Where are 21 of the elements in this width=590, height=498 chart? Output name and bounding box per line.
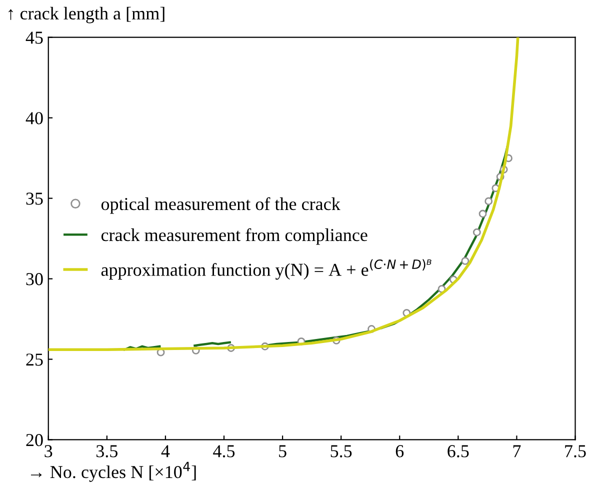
x-tick-label: 6.5 — [448, 445, 469, 458]
y-tick-label: 25 — [26, 354, 43, 366]
x-tick-label: 7 — [513, 445, 521, 458]
y-tick-label: 40 — [26, 112, 43, 124]
x-tick-label: 5.5 — [330, 445, 352, 458]
y-tick-label: 30 — [26, 273, 43, 286]
y-tick-label: 35 — [26, 192, 43, 205]
legend-label: optical measurement of the crack — [101, 197, 340, 214]
y-tick-label: 45 — [26, 32, 43, 44]
x-tick-label: 7.5 — [565, 445, 586, 458]
legend-label: approximation function y(N) = A + e$^{(C·N+D)ᴮ}$ — [101, 259, 432, 280]
y-axis-title: ↑ crack length a [mm] — [8, 6, 164, 24]
x-tick-label: 6 — [396, 445, 404, 458]
x-tick-label: 5 — [279, 445, 286, 458]
x-tick-label: 4 — [161, 445, 170, 458]
x-axis-title: → No. cycles N [×10$^{4}$] — [30, 462, 196, 482]
legend-label: crack measurement from compliance — [101, 228, 368, 245]
y-tick-label: 20 — [26, 434, 43, 446]
x-tick-label: 3 — [44, 445, 52, 458]
x-tick-label: 3.5 — [96, 445, 118, 458]
x-tick-label: 4.5 — [213, 445, 235, 458]
